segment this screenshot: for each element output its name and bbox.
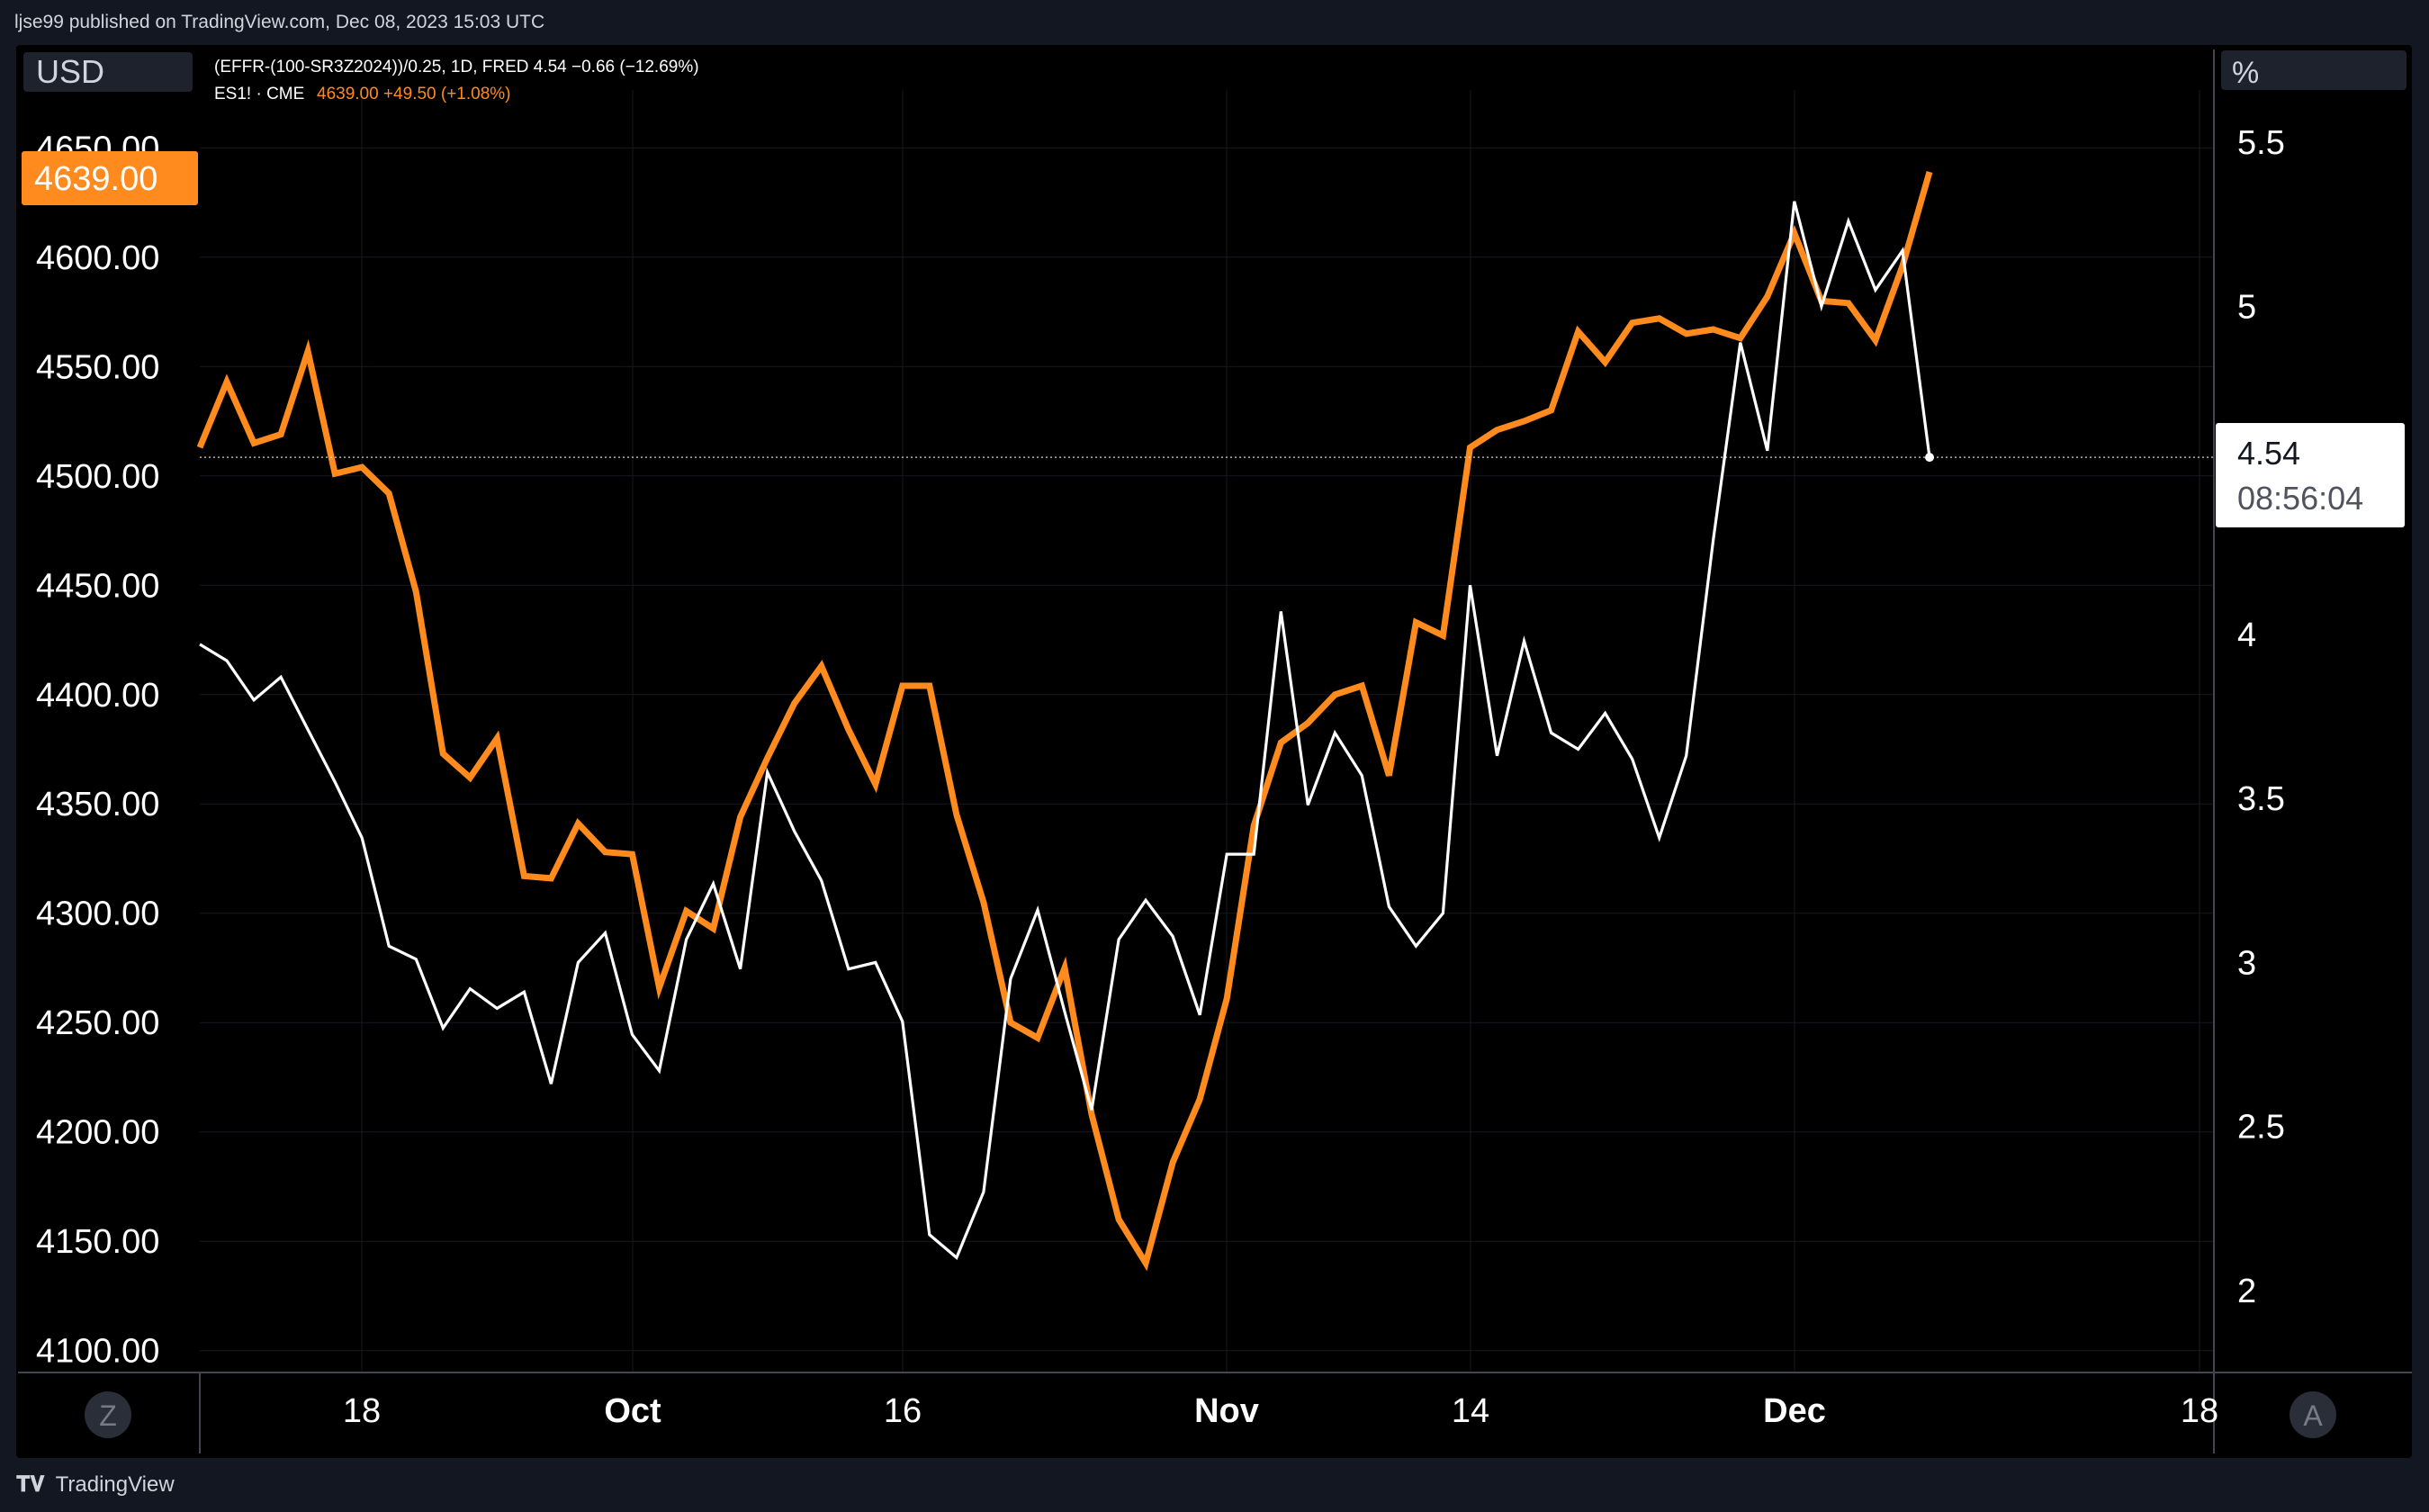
time-axis-tick-label: 18 bbox=[343, 1392, 381, 1430]
zoom-button[interactable] bbox=[85, 1391, 131, 1438]
left-axis-tick-label: 4100.00 bbox=[36, 1333, 159, 1371]
footer: 𝐓𝐕 TradingView bbox=[0, 1458, 2429, 1512]
right-axis-tick-label: 3.5 bbox=[2237, 780, 2285, 818]
right-axis-tick-label: 5.5 bbox=[2237, 124, 2285, 162]
left-axis-tick-label: 4500.00 bbox=[36, 458, 159, 496]
es1-price-line bbox=[196, 171, 1933, 1272]
left-axis-tick-label: 4200.00 bbox=[36, 1114, 159, 1152]
legend-series2-name[interactable]: ES1! · CME bbox=[214, 85, 304, 104]
auto-scale-button[interactable] bbox=[2290, 1391, 2336, 1438]
right-price-tag-bg bbox=[2216, 423, 2405, 527]
effr-spread-line bbox=[199, 201, 1931, 1261]
publish-info: ljse99 published on TradingView.com, Dec… bbox=[14, 12, 545, 32]
left-axis-tick-label: 4350.00 bbox=[36, 786, 159, 824]
left-axis-tick-label: 4300.00 bbox=[36, 896, 159, 933]
unit-button-bg[interactable] bbox=[2221, 50, 2407, 90]
right-price-tag-value: 4.54 bbox=[2237, 435, 2300, 472]
right-price-tag-countdown: 08:56:04 bbox=[2237, 480, 2363, 517]
legend-series1[interactable]: (EFFR-(100-SR3Z2024))/0.25, 1D, FRED 4.5… bbox=[214, 58, 699, 76]
currency-label[interactable]: USD bbox=[36, 53, 104, 90]
auto-scale-button-label[interactable]: A bbox=[2303, 1400, 2323, 1432]
left-axis[interactable]: 4100.00 4150.00 4200.00 4250.00 4300.00 4350.… bbox=[36, 130, 159, 1370]
time-axis-tick-label: 18 bbox=[2181, 1392, 2218, 1430]
chart-frame bbox=[16, 45, 2412, 1458]
right-axis-tick-label: 2 bbox=[2237, 1273, 2256, 1310]
time-axis-tick-label: Oct bbox=[604, 1392, 661, 1430]
right-axis-tick-label: 5 bbox=[2237, 288, 2256, 326]
left-axis-tick-label: 4400.00 bbox=[36, 677, 159, 715]
right-axis-tick-label: 2.5 bbox=[2237, 1109, 2285, 1147]
left-axis-tick-label: 4550.00 bbox=[36, 348, 159, 386]
right-axis[interactable]: 22.533.544.555.5 bbox=[2237, 124, 2285, 1310]
right-axis-tick-label: 4 bbox=[2237, 616, 2256, 654]
left-axis-tick-label: 4450.00 bbox=[36, 567, 159, 605]
left-axis-tick-label: 4250.00 bbox=[36, 1004, 159, 1042]
right-axis-tick-label: 3 bbox=[2237, 944, 2256, 982]
time-axis[interactable]: 18 Oct 16 Nov 14 Dec 18 bbox=[343, 1392, 2218, 1430]
tradingview-logo-icon: 𝐓𝐕 bbox=[16, 1472, 45, 1497]
time-axis-tick-label: Nov bbox=[1194, 1392, 1259, 1430]
time-axis-tick-label: 14 bbox=[1452, 1392, 1489, 1430]
left-price-tag-bg bbox=[22, 151, 198, 205]
left-axis-tick-label: 4150.00 bbox=[36, 1223, 159, 1261]
grid bbox=[18, 50, 2412, 1454]
footer-logo-text: TradingView bbox=[55, 1472, 175, 1497]
currency-button-bg[interactable] bbox=[23, 52, 193, 92]
time-axis-tick-label: Dec bbox=[1763, 1392, 1826, 1430]
left-price-tag-value: 4639.00 bbox=[34, 160, 157, 198]
legend-series2-values: 4639.00 +49.50 (+1.08%) bbox=[317, 85, 511, 104]
left-axis-tick-label: 4600.00 bbox=[36, 239, 159, 277]
left-price-tag: 4639.00 bbox=[22, 151, 198, 205]
right-price-tag: 4.54 08:56:04 bbox=[2216, 423, 2405, 527]
right-unit-label[interactable]: % bbox=[2232, 56, 2259, 90]
series-group bbox=[196, 171, 1934, 1272]
zoom-button-label[interactable]: Z bbox=[99, 1400, 117, 1432]
time-axis-tick-label: 16 bbox=[884, 1392, 922, 1430]
